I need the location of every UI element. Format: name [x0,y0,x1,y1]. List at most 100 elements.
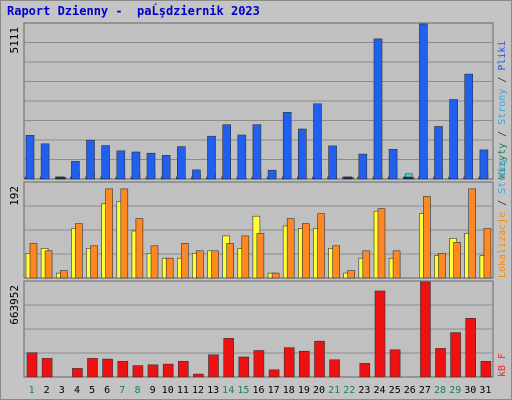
bar-lokalizacje [29,243,38,279]
bar-lokalizacje [438,253,446,279]
bar-kb-f [208,354,219,378]
x-tick-label: 2 [44,385,50,396]
bar-kb-f [162,363,174,378]
x-tick-label: 10 [162,385,174,396]
x-tick-label: 26 [404,385,416,396]
bar-lokalizacje [241,235,250,279]
x-tick-label: 6 [104,385,110,396]
bar-pliki [161,155,171,180]
bar-lokalizacje [90,245,98,279]
x-tick-label: 8 [134,385,140,396]
legend-entry: Wizyty [497,143,508,179]
chart-panel-1: 5111 Wizyty / Strony / Pliki [8,22,508,180]
bar-kb-f [223,338,234,378]
bar-pliki [358,153,368,180]
bar-lokalizacje [271,272,280,279]
bar-kb-f [26,352,38,378]
bar-lokalizacje [347,270,356,279]
bar-pliki [192,169,201,180]
bar-kb-f [117,360,129,378]
bar-pliki [373,38,383,180]
bar-kb-f [329,359,340,378]
bar-pliki [328,145,337,180]
bar-pliki [313,103,322,180]
y-max-label: 663952 [8,285,21,325]
chart-panel-3: 663952 kB F [8,280,508,378]
legend-entry: Pliki [497,41,508,71]
x-tick-label: 23 [358,385,370,396]
bar-kb-f [420,281,431,378]
x-tick-label: 14 [222,385,234,396]
legend-entry: / [497,71,508,89]
bar-lokalizacje [286,218,295,279]
bar-kb-f [147,364,159,378]
x-tick-label: 15 [237,385,249,396]
bar-lokalizacje [362,250,371,279]
bar-pliki [434,126,443,180]
x-tick-label: 22 [343,385,355,396]
bar-lokalizacje [392,250,401,279]
bar-pliki [25,135,35,180]
bar-kb-f [132,365,144,378]
y-max-label: 192 [8,186,21,206]
series-legend: Lokalizacje / Strony [497,158,508,278]
legend-entry: / [497,125,508,143]
bar-lokalizacje [256,233,265,279]
bar-lokalizacje [75,223,83,279]
bar-pliki [146,152,156,180]
bar-pliki [116,150,126,180]
x-tick-label: 13 [207,385,219,396]
legend-entry: kB F [497,353,508,377]
legend-entry: / [497,194,508,212]
bar-kb-f [178,360,189,378]
bar-kb-f [253,350,265,378]
series-legend: kB F [497,353,508,377]
bar-pliki [237,134,247,180]
bar-kb-f [193,373,204,378]
bar-lokalizacje [453,242,461,279]
bar-kb-f [465,317,477,378]
bar-lokalizacje [301,223,310,279]
y-max-label: 5111 [8,27,21,54]
x-tick-label: 1 [29,385,35,396]
bar-kb-f [314,340,325,378]
bar-pliki [40,143,50,180]
bar-pliki [131,151,141,180]
bar-lokalizacje [181,243,189,279]
bar-kb-f [435,348,446,378]
x-tick-label: 24 [373,385,385,396]
bar-pliki [419,23,428,180]
bar-lokalizacje [105,188,113,279]
bar-lokalizacje [135,218,144,279]
bar-pliki [222,124,231,180]
x-tick-label: 30 [464,385,476,396]
bar-kb-f [238,356,250,378]
bar-lokalizacje [211,250,219,279]
x-tick-label: 11 [177,385,189,396]
bar-kb-f [283,347,295,378]
x-tick-label: 27 [419,385,431,396]
x-tick-label: 29 [449,385,461,396]
legend-entry: Lokalizacje [497,212,508,278]
bar-lokalizacje [468,188,477,279]
x-tick-label: 18 [283,385,295,396]
x-tick-label: 16 [252,385,264,396]
bar-kb-f [389,349,401,378]
bar-pliki [297,128,307,180]
x-tick-label: 3 [59,385,65,396]
bar-kb-f [374,290,386,378]
bar-lokalizacje [165,257,174,279]
bar-kb-f [72,368,83,378]
bar-kb-f [41,358,53,378]
bar-pliki [282,112,292,180]
bar-pliki [207,135,216,180]
bar-lokalizacje [377,208,386,279]
bar-lokalizacje [59,270,68,279]
x-tick-label: 25 [389,385,401,396]
x-tick-label: 5 [89,385,95,396]
x-tick-label: 20 [313,385,325,396]
bar-pliki [388,149,398,180]
bar-lokalizacje [120,188,129,279]
